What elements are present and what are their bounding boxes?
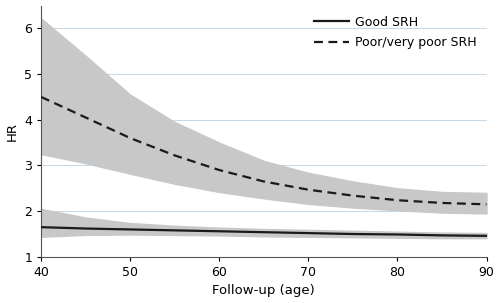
X-axis label: Follow-up (age): Follow-up (age): [212, 285, 315, 298]
Legend: Good SRH, Poor/very poor SRH: Good SRH, Poor/very poor SRH: [310, 12, 480, 53]
Y-axis label: HR: HR: [6, 122, 18, 141]
